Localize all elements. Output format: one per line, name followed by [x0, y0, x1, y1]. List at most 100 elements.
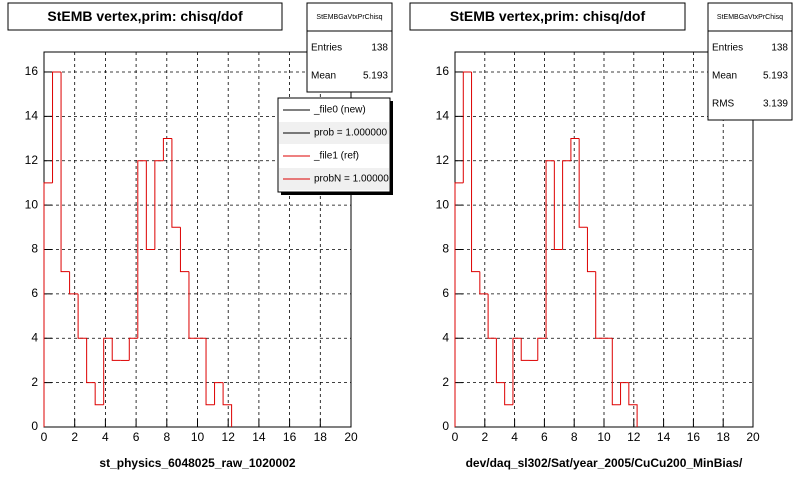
- x-tick-label: 0: [41, 430, 48, 444]
- chart-title: StEMB vertex,prim: chisq/dof: [450, 8, 646, 24]
- histogram-bin: [60, 71, 70, 273]
- y-tick-label: 2: [442, 375, 449, 389]
- histogram-bin: [214, 382, 224, 405]
- title-box: [409, 2, 686, 31]
- legend-label: _file1 (ref): [313, 151, 359, 162]
- histogram-bin: [586, 227, 596, 273]
- y-tick-label: 2: [31, 375, 38, 389]
- title-box: [7, 2, 283, 31]
- y-tick-label: 14: [25, 109, 39, 123]
- histogram-bin: [179, 227, 189, 273]
- histogram-bin: [462, 71, 472, 183]
- histogram-bin: [578, 138, 588, 228]
- legend: _file0 (new) prob = 1.000000 _file1 (ref) p…: [279, 105, 389, 190]
- stats-label: Mean: [712, 71, 737, 82]
- histogram-bin: [137, 160, 147, 339]
- histogram-bin: [222, 382, 233, 427]
- histogram-bin: [545, 160, 555, 339]
- histogram-bin: [103, 337, 113, 405]
- x-tick-label: 20: [344, 430, 358, 444]
- x-tick-label: 16: [687, 430, 701, 444]
- histogram-bin: [512, 337, 522, 405]
- y-tick-label: 4: [442, 330, 449, 344]
- y-tick-label: 0: [442, 419, 449, 433]
- histogram-bin: [537, 337, 547, 361]
- stats-label: Entries: [311, 43, 342, 54]
- histogram-bin: [77, 293, 87, 339]
- legend-label: prob = 1.000000: [314, 128, 388, 139]
- stats-label: Entries: [712, 43, 743, 54]
- stats-value: 5.193: [763, 71, 788, 82]
- stats-label: RMS: [712, 99, 735, 110]
- histogram-bin: [553, 160, 563, 250]
- histogram-bin: [520, 338, 530, 361]
- histogram-bin: [628, 382, 638, 427]
- x-tick-label: 6: [133, 430, 140, 444]
- histogram-bin: [479, 271, 489, 295]
- histogram-bin: [205, 338, 215, 406]
- histogram-bin: [128, 337, 138, 361]
- x-tick-label: 14: [657, 430, 671, 444]
- stats-value: 5.193: [363, 71, 388, 82]
- histogram-bin: [69, 271, 79, 295]
- y-tick-label: 10: [436, 197, 450, 211]
- y-tick-label: 10: [25, 197, 39, 211]
- histogram-bin: [495, 338, 505, 384]
- x-axis-label: st_physics_6048025_raw_1020002: [99, 456, 295, 470]
- x-tick-label: 18: [717, 430, 731, 444]
- x-tick-label: 2: [71, 430, 78, 444]
- histogram-bin: [162, 138, 172, 161]
- x-tick-label: 8: [163, 430, 170, 444]
- y-tick-label: 12: [25, 153, 39, 167]
- legend-label: _file0 (new): [313, 105, 366, 116]
- histogram-bin: [562, 160, 571, 250]
- histogram-bin: [454, 182, 464, 427]
- histogram-bin: [145, 160, 155, 250]
- stats-label: Mean: [311, 71, 336, 82]
- stats-value: 3.139: [763, 99, 788, 110]
- y-tick-label: 0: [31, 419, 38, 433]
- histogram-bin: [171, 138, 181, 228]
- histogram-bin: [504, 382, 513, 406]
- histogram-bin: [86, 338, 96, 384]
- stats-box: [306, 2, 393, 93]
- x-tick-label: 4: [102, 430, 109, 444]
- histogram-bin: [111, 338, 121, 361]
- chart-title: StEMB vertex,prim: chisq/dof: [47, 8, 243, 24]
- x-tick-label: 14: [252, 430, 266, 444]
- histogram-bin: [611, 338, 621, 406]
- histogram-bin: [52, 71, 62, 183]
- y-tick-label: 14: [436, 109, 450, 123]
- stats-box: [707, 2, 793, 121]
- x-tick-label: 2: [481, 430, 488, 444]
- x-tick-label: 8: [571, 430, 578, 444]
- x-tick-label: 20: [746, 430, 760, 444]
- stats-title: StEMBGaVtxPrChisq: [316, 14, 382, 21]
- legend-row-bg: [279, 122, 389, 144]
- histogram-bin: [43, 182, 53, 427]
- x-tick-label: 6: [541, 430, 548, 444]
- x-tick-label: 4: [511, 430, 518, 444]
- histogram-bin: [620, 382, 629, 405]
- histogram-bin: [188, 271, 198, 339]
- stats-value: 138: [371, 43, 388, 54]
- legend-label: probN = 1.00000: [314, 174, 389, 185]
- x-tick-label: 12: [627, 430, 641, 444]
- x-tick-label: 18: [314, 430, 328, 444]
- y-tick-label: 4: [31, 330, 38, 344]
- y-tick-label: 16: [25, 64, 39, 78]
- x-axis-label: dev/daq_sl302/Sat/year_2005/CuCu200_MinB…: [466, 456, 743, 470]
- histogram-bin: [487, 293, 497, 339]
- x-tick-label: 12: [222, 430, 236, 444]
- x-tick-label: 16: [283, 430, 297, 444]
- y-tick-label: 6: [31, 286, 38, 300]
- stats-title: StEMBGaVtxPrChisq: [717, 14, 783, 21]
- y-tick-label: 8: [442, 242, 449, 256]
- y-tick-label: 16: [436, 64, 450, 78]
- histogram-bin: [595, 271, 604, 339]
- x-tick-label: 10: [191, 430, 205, 444]
- y-tick-label: 8: [31, 242, 38, 256]
- y-tick-label: 6: [442, 286, 449, 300]
- x-tick-label: 10: [597, 430, 611, 444]
